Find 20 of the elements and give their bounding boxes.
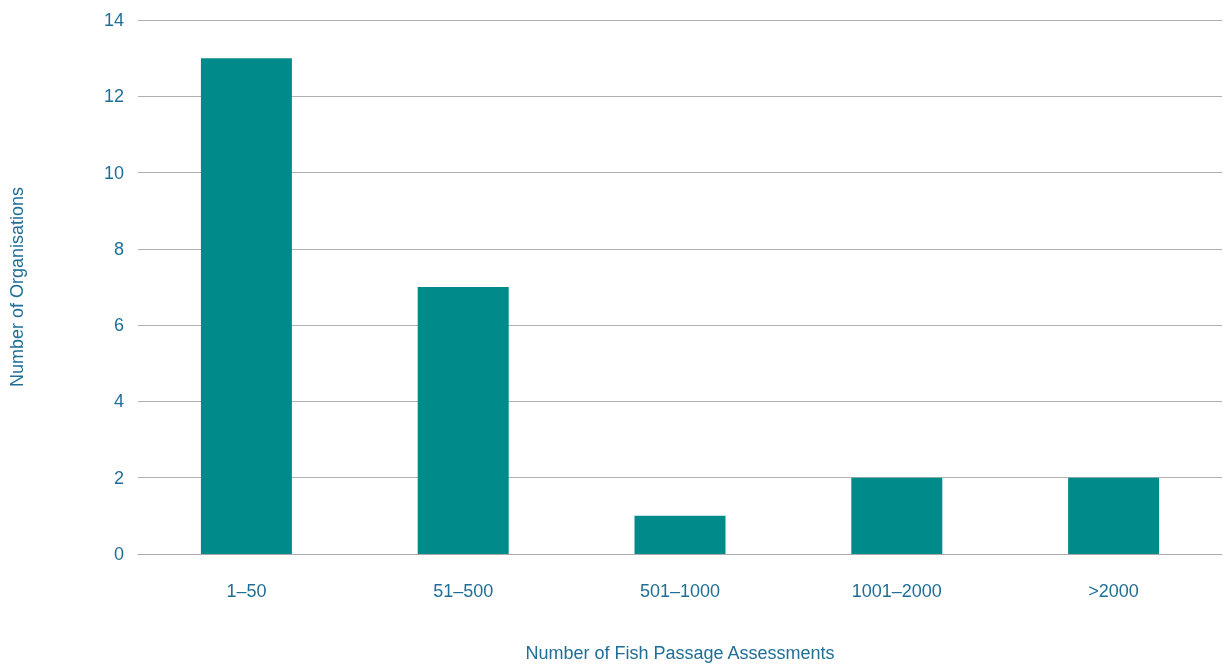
bar (851, 477, 943, 554)
x-tick-label: 1001–2000 (851, 581, 942, 601)
x-tick-label: 51–500 (433, 581, 494, 601)
y-tick-label: 6 (113, 315, 124, 336)
y-tick-label: 10 (103, 162, 124, 183)
bar (417, 287, 509, 554)
bar (1068, 477, 1160, 554)
y-tick-label: 0 (113, 544, 124, 564)
x-axis-title: Number of Fish Passage Assessments (525, 643, 835, 663)
bar (200, 58, 292, 554)
y-tick-label: 8 (113, 238, 124, 259)
y-tick-label: 14 (103, 10, 124, 30)
y-tick-label: 12 (103, 86, 124, 107)
y-tick-label: 4 (113, 391, 124, 412)
bar (634, 515, 726, 554)
x-tick-label: >2000 (1088, 581, 1139, 601)
y-axis-title: Number of Organisations (7, 186, 27, 388)
x-tick-label: 501–1000 (639, 581, 721, 601)
x-tick-label: 1–50 (226, 581, 267, 601)
y-tick-label: 2 (113, 467, 124, 488)
